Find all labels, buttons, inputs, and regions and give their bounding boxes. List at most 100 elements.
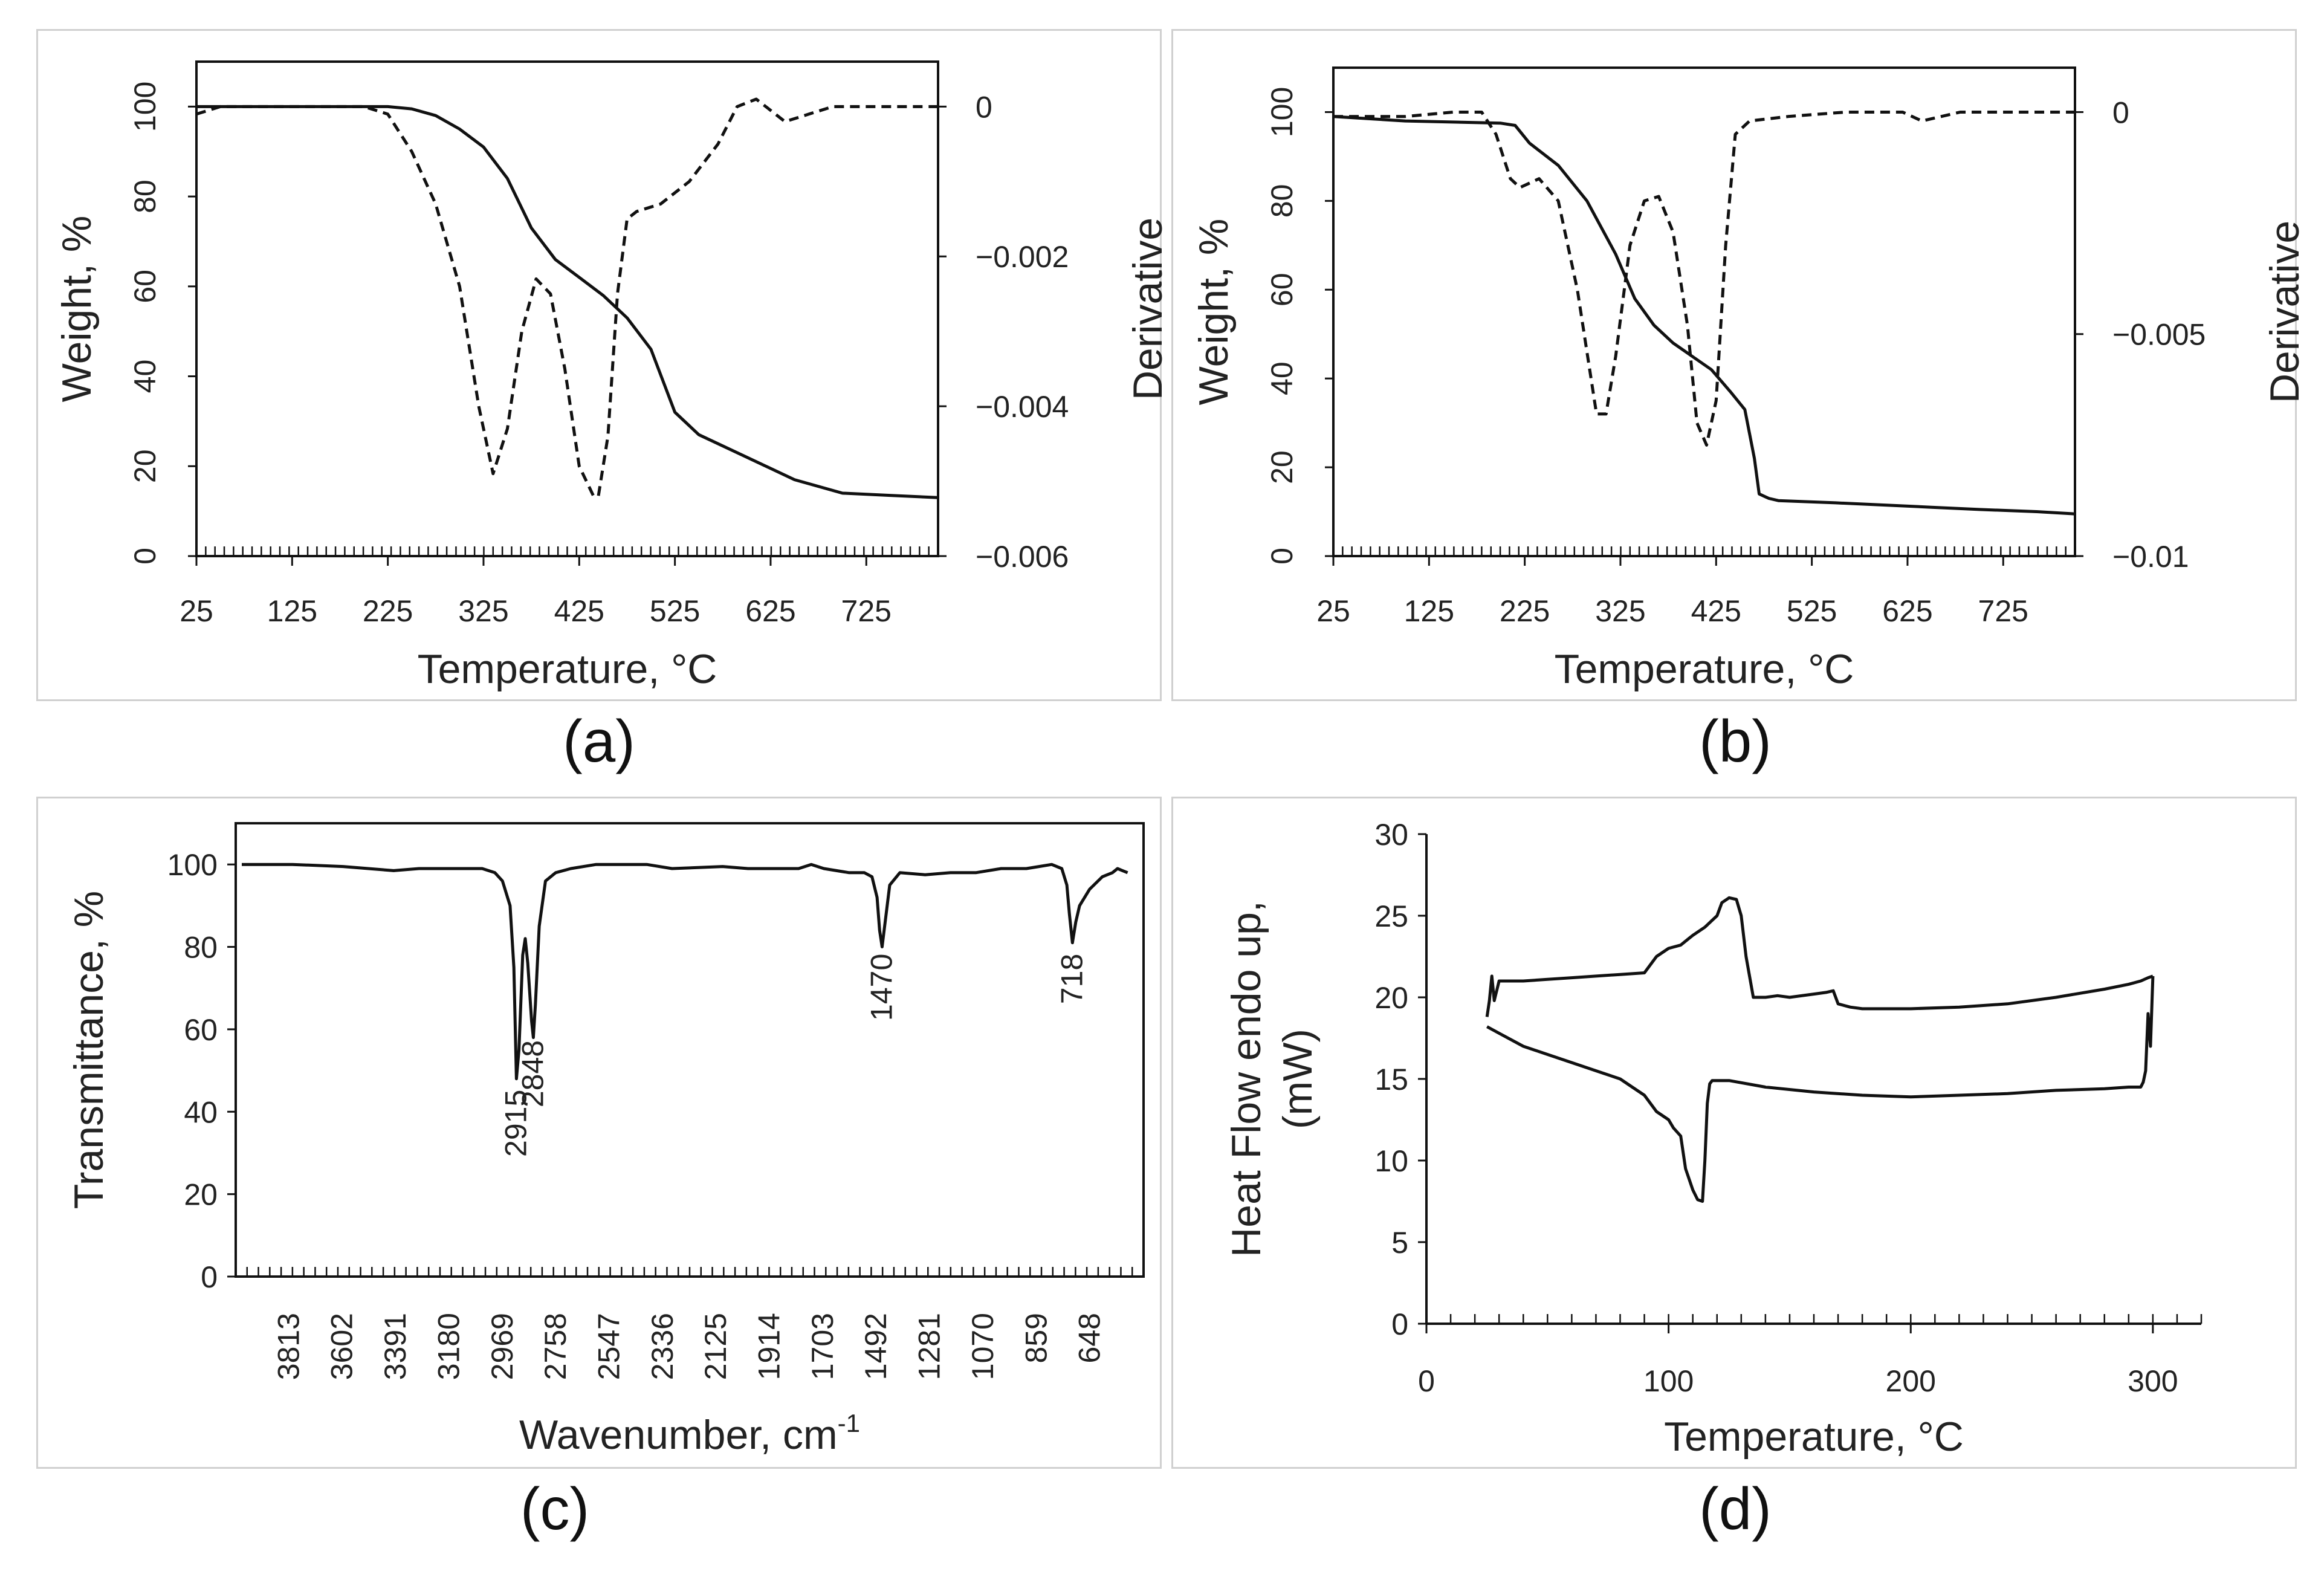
derivative-curve-b-1 — [1333, 111, 2075, 447]
x-tick-label-b: 25 — [1316, 594, 1350, 628]
y-tick-label-b: 0 — [1265, 548, 1299, 565]
plot-area-c — [235, 822, 1145, 1278]
x-tick-label-c: 1281 — [913, 1313, 947, 1380]
y-tick-label-b: 20 — [1265, 450, 1299, 484]
plot-area-b — [1332, 66, 2076, 557]
y2-axis-title-a: Derivative — [1125, 218, 1171, 400]
y-tick-label-a: 20 — [128, 449, 162, 483]
x-tick-label-c: 1703 — [806, 1313, 840, 1380]
x-tick-label-d: 100 — [1643, 1364, 1694, 1398]
x-tick-label-c: 859 — [1019, 1313, 1053, 1363]
y-tick-label-c: 20 — [184, 1178, 218, 1212]
y-axis-title-line2-d: (mW) — [1275, 1029, 1321, 1129]
y-tick-label-c: 60 — [184, 1013, 218, 1047]
y-tick-label-d: 0 — [1391, 1307, 1408, 1341]
y-axis-title-b: Weight, % — [1191, 219, 1237, 406]
y2-tick-label-b: 0 — [2112, 96, 2129, 129]
y2-tick-label-b: −0.01 — [2112, 540, 2189, 574]
x-tick-label-c: 648 — [1073, 1313, 1107, 1363]
x-tick-label-c: 2547 — [592, 1313, 626, 1380]
y-tick-label-d: 30 — [1374, 818, 1408, 852]
data-curve-a-0 — [196, 105, 939, 499]
y-tick-label-a: 100 — [128, 82, 162, 132]
x-axis-title-text-c: Wavenumber, cm — [519, 1412, 838, 1458]
x-tick-label-d: 200 — [1886, 1364, 1936, 1398]
data-curve-d-0 — [1485, 896, 2154, 1017]
y-axis-title-c: Transmittance, % — [66, 891, 112, 1209]
x-axis-title-superscript-c: -1 — [838, 1409, 860, 1437]
caption-d: (d) — [1699, 1475, 1772, 1542]
x-tick-label-c: 2758 — [539, 1313, 572, 1380]
y-tick-label-d: 10 — [1374, 1144, 1408, 1178]
panel-b-frame — [1171, 29, 2297, 701]
y-tick-label-c: 80 — [184, 931, 218, 965]
x-axis-title-b: Temperature, °C — [1555, 646, 1854, 692]
x-tick-label-a: 525 — [650, 594, 700, 628]
x-tick-label-c: 3602 — [325, 1313, 359, 1380]
y-tick-label-b: 100 — [1265, 87, 1299, 137]
x-tick-label-a: 25 — [180, 594, 213, 628]
data-curve-c-0 — [242, 863, 1128, 1081]
x-tick-label-c: 2336 — [646, 1313, 679, 1380]
derivative-curve-a-1 — [196, 97, 938, 498]
x-tick-label-d: 300 — [2128, 1364, 2178, 1398]
y-tick-label-c: 0 — [201, 1260, 218, 1294]
x-tick-label-a: 625 — [745, 594, 795, 628]
x-tick-label-b: 325 — [1595, 594, 1645, 628]
x-axis-title-a: Temperature, °C — [418, 646, 717, 692]
y-tick-label-d: 20 — [1374, 981, 1408, 1015]
x-tick-label-a: 125 — [267, 594, 317, 628]
x-tick-label-c: 1070 — [966, 1313, 1000, 1380]
y2-tick-label-a: −0.004 — [976, 390, 1069, 424]
peak-label-718: 718 — [1055, 954, 1089, 1004]
x-tick-label-c: 1492 — [859, 1313, 893, 1380]
x-tick-label-c: 3180 — [432, 1313, 465, 1380]
peak-label-2915: 2915 — [499, 1090, 532, 1157]
y2-axis-title-b: Derivative — [2262, 221, 2308, 403]
y-tick-label-b: 60 — [1265, 273, 1299, 306]
data-curve-d-1 — [1486, 976, 2155, 1203]
y-tick-label-a: 80 — [128, 180, 162, 213]
panel-a-frame — [36, 29, 1162, 701]
x-tick-label-c: 3813 — [271, 1313, 305, 1380]
panel-d-frame — [1171, 797, 2297, 1469]
y-tick-label-a: 60 — [128, 270, 162, 303]
x-tick-label-a: 425 — [554, 594, 604, 628]
y-tick-label-b: 40 — [1265, 361, 1299, 395]
y2-tick-label-a: −0.002 — [976, 240, 1069, 274]
x-axis-title-d: Temperature, °C — [1664, 1414, 1964, 1460]
y-tick-label-d: 15 — [1374, 1063, 1408, 1096]
panel-c-frame — [36, 797, 1162, 1469]
y-axis-title-line1-d: Heat Flow endo up, — [1223, 901, 1269, 1257]
y-tick-label-b: 80 — [1265, 184, 1299, 218]
y2-tick-label-a: −0.006 — [976, 540, 1069, 574]
x-tick-label-d: 0 — [1418, 1364, 1435, 1398]
y2-tick-label-a: 0 — [976, 90, 992, 124]
caption-b: (b) — [1699, 708, 1772, 774]
x-tick-label-b: 525 — [1787, 594, 1837, 628]
caption-c: (c) — [520, 1475, 590, 1542]
y2-tick-label-b: −0.005 — [2112, 318, 2206, 352]
x-tick-label-c: 3391 — [378, 1313, 412, 1380]
peak-label-1470: 1470 — [864, 954, 898, 1021]
x-tick-label-b: 225 — [1500, 594, 1550, 628]
caption-a: (a) — [563, 708, 635, 774]
y-tick-label-d: 25 — [1374, 899, 1408, 933]
plot-area-a — [195, 60, 939, 557]
x-axis-title-c: Wavenumber, cm-1 — [519, 1409, 860, 1458]
y-tick-label-c: 100 — [167, 848, 218, 882]
data-curve-b-0 — [1333, 115, 2076, 516]
x-tick-label-a: 725 — [841, 594, 892, 628]
y-tick-label-a: 0 — [128, 548, 162, 565]
y-tick-label-a: 40 — [128, 360, 162, 393]
x-tick-label-b: 725 — [1978, 594, 2028, 628]
x-tick-label-b: 625 — [1882, 594, 1932, 628]
x-tick-label-a: 225 — [363, 594, 413, 628]
peak-label-2848: 2848 — [516, 1040, 549, 1107]
x-tick-label-b: 425 — [1691, 594, 1741, 628]
x-tick-label-b: 125 — [1404, 594, 1454, 628]
y-tick-label-d: 5 — [1391, 1226, 1408, 1260]
y-axis-title-a: Weight, % — [54, 216, 100, 403]
y-tick-label-c: 40 — [184, 1095, 218, 1129]
